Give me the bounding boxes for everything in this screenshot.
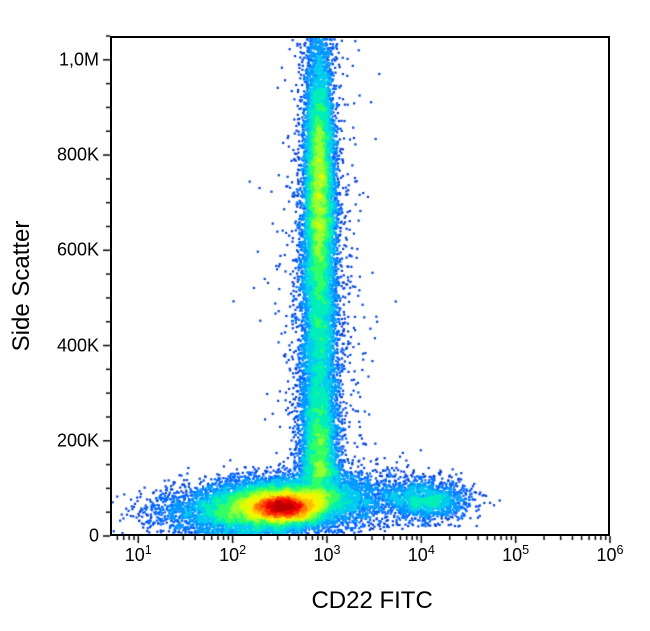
- plot-border: [110, 36, 610, 536]
- x-axis-label: CD22 FITC: [311, 587, 432, 615]
- y-axis-label: Side Scatter: [8, 221, 36, 352]
- flow-cytometry-chart: 0200K400K600K800K1,0M101102103104105106 …: [0, 0, 650, 631]
